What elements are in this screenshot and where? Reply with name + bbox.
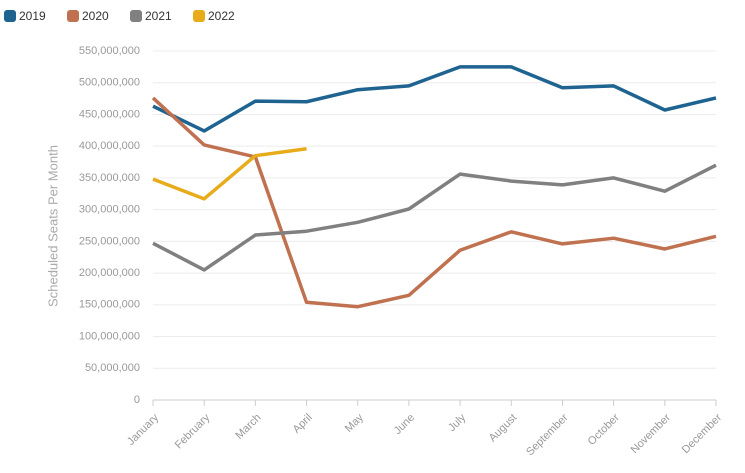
x-tick-label: July <box>446 411 469 434</box>
x-tick-label: February <box>173 411 213 451</box>
series-line <box>152 65 717 133</box>
legend-swatch <box>67 10 79 22</box>
y-axis-title: Scheduled Seats Per Month <box>45 145 60 307</box>
legend-swatch <box>130 10 142 22</box>
series-line <box>151 96 717 309</box>
x-tick-label: March <box>233 412 263 442</box>
series-line <box>152 163 717 272</box>
series-line <box>152 146 307 201</box>
y-tick-label: 50,000,000 <box>85 362 140 374</box>
x-tick-label: November <box>629 411 674 456</box>
legend-label: 2021 <box>145 9 172 23</box>
x-tick-label: December <box>680 411 725 456</box>
y-tick-label: 450,000,000 <box>79 108 140 120</box>
legend-swatch <box>4 10 16 22</box>
y-tick-label: 100,000,000 <box>79 330 140 342</box>
x-tick-label: September <box>524 411 571 458</box>
y-tick-label: 350,000,000 <box>79 172 140 184</box>
y-tick-label: 550,000,000 <box>79 45 140 57</box>
y-tick-label: 0 <box>134 394 140 406</box>
y-tick-label: 500,000,000 <box>79 77 140 89</box>
x-tick-label: January <box>125 411 162 448</box>
x-tick-label: June <box>392 412 417 437</box>
x-tick-label: August <box>487 412 520 445</box>
y-tick-label: 400,000,000 <box>79 140 140 152</box>
y-tick-label: 200,000,000 <box>79 267 140 279</box>
legend-label: 2019 <box>19 9 46 23</box>
legend-label: 2022 <box>208 9 235 23</box>
y-tick-label: 250,000,000 <box>79 235 140 247</box>
x-tick-label: April <box>291 412 315 436</box>
legend-swatch <box>193 10 205 22</box>
x-tick-label: October <box>586 411 622 447</box>
y-tick-label: 300,000,000 <box>79 204 140 216</box>
legend-label: 2020 <box>82 9 109 23</box>
y-tick-label: 150,000,000 <box>79 299 140 311</box>
x-tick-label: May <box>343 411 367 435</box>
